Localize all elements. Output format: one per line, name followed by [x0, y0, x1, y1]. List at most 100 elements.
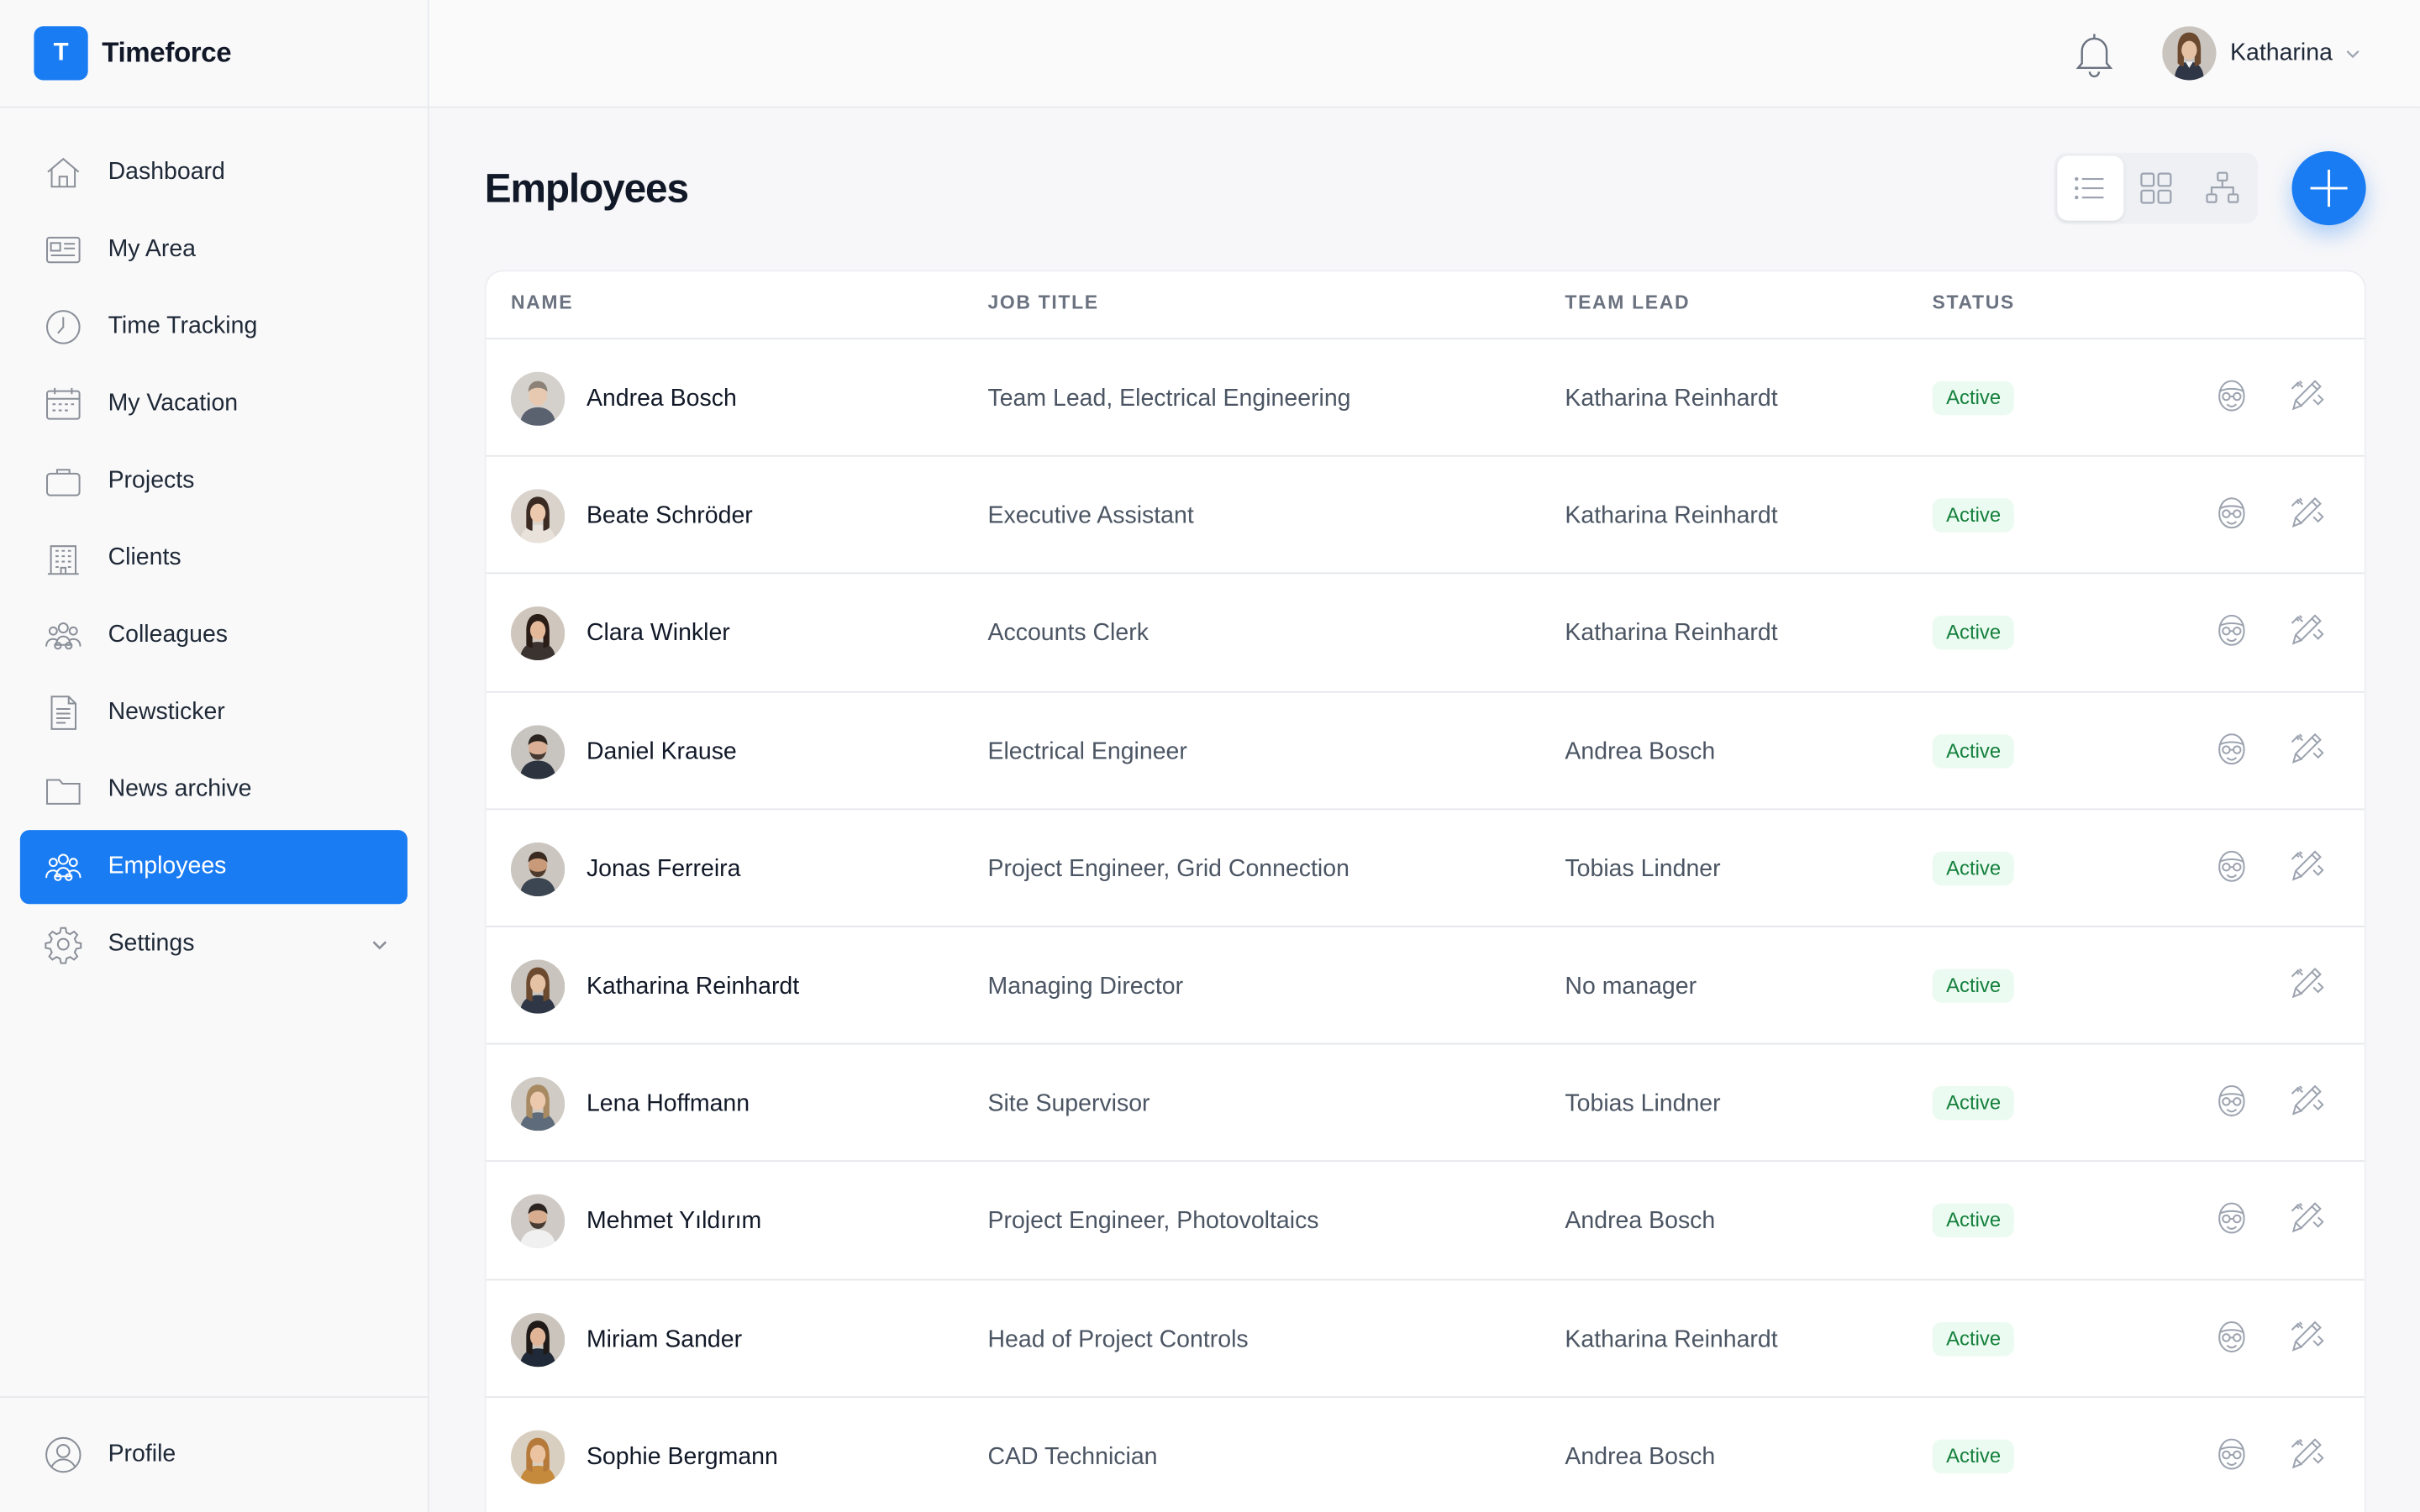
employee-job-title: Executive Assistant [987, 503, 1194, 530]
edit-button[interactable] [2286, 491, 2328, 533]
table-row[interactable]: Katharina Reinhardt Managing Director No m… [486, 927, 2365, 1045]
employee-team-lead: Katharina Reinhardt [1565, 386, 1778, 412]
bell-icon [2075, 34, 2113, 78]
column-header-job-title[interactable]: JOB TITLE [987, 291, 1099, 313]
sidebar-item-label: My Area [108, 236, 197, 263]
employee-name[interactable]: Andrea Bosch [586, 386, 737, 412]
sidebar-item-time-tracking[interactable]: Time Tracking [20, 290, 408, 364]
table-row[interactable]: Mehmet Yıldırım Project Engineer, Photovo… [486, 1163, 2365, 1280]
sidebar-item-my-vacation[interactable]: My Vacation [20, 367, 408, 441]
edit-button[interactable] [2286, 1314, 2328, 1357]
employee-job-title: CAD Technician [987, 1443, 1158, 1470]
sidebar-item-clients[interactable]: Clients [20, 522, 408, 596]
employee-name[interactable]: Mehmet Yıldırım [586, 1208, 762, 1235]
avatar [510, 606, 566, 661]
avatar [510, 959, 566, 1014]
employee-name[interactable]: Miriam Sander [586, 1326, 743, 1352]
employee-name[interactable]: Katharina Reinhardt [586, 973, 800, 1000]
table-row[interactable]: Sophie Bergmann CAD Technician Andrea Bosc… [487, 1397, 2365, 1511]
sidebar-nav: Dashboard My Area Time Tracking My Vacation… [0, 108, 428, 982]
org-chart-view-button[interactable] [2189, 156, 2254, 221]
impersonate-button[interactable] [2210, 491, 2253, 533]
sidebar-item-dashboard[interactable]: Dashboard [20, 136, 408, 210]
id-card-icon [46, 236, 81, 264]
impersonate-button[interactable] [2210, 608, 2253, 651]
sidebar-item-settings[interactable]: Settings [20, 907, 408, 981]
employee-team-lead: Katharina Reinhardt [1565, 1326, 1778, 1352]
user-name: Katharina [2230, 39, 2333, 66]
column-header-team-lead[interactable]: TEAM LEAD [1565, 291, 1691, 313]
edit-button[interactable] [2286, 373, 2328, 416]
sidebar-item-colleagues[interactable]: Colleagues [20, 599, 408, 673]
edit-button[interactable] [2286, 1079, 2328, 1121]
employees-table: NAME JOB TITLE TEAM LEAD STATUS Andrea B… [484, 270, 2366, 1512]
status-badge: Active [1932, 733, 2015, 768]
pencil-ruler-icon [2291, 1202, 2324, 1233]
impersonate-button[interactable] [2210, 373, 2253, 416]
impersonate-button[interactable] [2210, 843, 2253, 886]
employee-name[interactable]: Lena Hoffmann [586, 1090, 750, 1118]
table-row[interactable]: Miriam Sander Head of Project Controls Kat… [486, 1280, 2365, 1398]
edit-button[interactable] [2286, 961, 2328, 1004]
grid-view-button[interactable] [2123, 156, 2189, 221]
sidebar-item-label: Dashboard [108, 159, 225, 186]
add-employee-button[interactable] [2291, 150, 2366, 226]
top-bar: Katharina [429, 0, 2420, 108]
notifications-button[interactable] [2071, 29, 2118, 79]
app-logo: T [34, 26, 88, 81]
incognito-icon [2218, 732, 2245, 764]
table-row[interactable]: Lena Hoffmann Site Supervisor Tobias Lindn… [486, 1045, 2365, 1163]
table-row[interactable]: Daniel Krause Electrical Engineer Andrea B… [486, 692, 2365, 810]
employee-name[interactable]: Daniel Krause [586, 738, 737, 765]
user-menu[interactable]: Katharina [2162, 26, 2362, 81]
column-header-status[interactable]: STATUS [1932, 291, 2015, 313]
sidebar-item-employees[interactable]: Employees [19, 830, 408, 905]
sidebar-item-news-archive[interactable]: News archive [20, 753, 408, 827]
employee-team-lead: Katharina Reinhardt [1565, 503, 1778, 530]
edit-button[interactable] [2286, 1196, 2328, 1239]
employee-name[interactable]: Beate Schröder [586, 503, 753, 530]
column-header-name[interactable]: NAME [510, 291, 574, 313]
employee-name[interactable]: Clara Winkler [586, 621, 730, 648]
avatar [510, 1312, 566, 1367]
employee-name[interactable]: Jonas Ferreira [586, 855, 741, 883]
impersonate-button[interactable] [2210, 1314, 2253, 1357]
edit-button[interactable] [2286, 608, 2328, 651]
org-chart-icon [2205, 171, 2238, 203]
sidebar-item-label: Projects [108, 467, 195, 494]
sidebar-item-label: Clients [108, 544, 182, 571]
employee-job-title: Team Lead, Electrical Engineering [987, 386, 1351, 412]
table-row[interactable]: Clara Winkler Accounts Clerk Katharina Rei… [486, 575, 2365, 692]
impersonate-button[interactable] [2210, 1079, 2253, 1121]
sidebar-item-newsticker[interactable]: Newsticker [20, 675, 408, 749]
sidebar-item-profile[interactable]: Profile [20, 1418, 408, 1492]
brand[interactable]: T Timeforce [0, 0, 428, 108]
employee-job-title: Accounts Clerk [987, 621, 1149, 648]
user-circle-icon [45, 1436, 82, 1473]
edit-button[interactable] [2286, 843, 2328, 886]
employee-job-title: Project Engineer, Photovoltaics [987, 1208, 1319, 1235]
edit-button[interactable] [2286, 1431, 2328, 1474]
impersonate-button[interactable] [2210, 1431, 2253, 1474]
grid-icon [2140, 172, 2172, 204]
sidebar-item-my-area[interactable]: My Area [20, 213, 408, 286]
employee-name[interactable]: Sophie Bergmann [586, 1443, 778, 1470]
table-row[interactable]: Beate Schröder Executive Assistant Kathari… [486, 457, 2365, 575]
plus-icon [2310, 170, 2348, 207]
pencil-ruler-icon [2291, 380, 2324, 411]
sidebar-item-projects[interactable]: Projects [20, 444, 408, 518]
employee-team-lead: Katharina Reinhardt [1565, 621, 1778, 648]
list-view-button[interactable] [2057, 155, 2123, 221]
pencil-ruler-icon [2291, 849, 2324, 881]
table-row[interactable]: Jonas Ferreira Project Engineer, Grid Con… [486, 810, 2365, 927]
status-badge: Active [1932, 1086, 2015, 1121]
status-badge: Active [1932, 1321, 2015, 1356]
app-name: Timeforce [102, 37, 232, 68]
gear-icon [45, 927, 82, 964]
impersonate-button[interactable] [2210, 726, 2253, 769]
pencil-ruler-icon [2291, 497, 2324, 528]
edit-button[interactable] [2286, 726, 2328, 769]
impersonate-button[interactable] [2210, 1196, 2253, 1239]
employee-team-lead: No manager [1565, 973, 1697, 1000]
table-row[interactable]: Andrea Bosch Team Lead, Electrical Engine… [486, 339, 2365, 458]
